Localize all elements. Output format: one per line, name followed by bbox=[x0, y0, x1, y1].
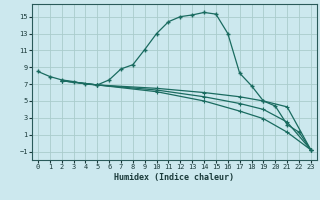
X-axis label: Humidex (Indice chaleur): Humidex (Indice chaleur) bbox=[115, 173, 234, 182]
